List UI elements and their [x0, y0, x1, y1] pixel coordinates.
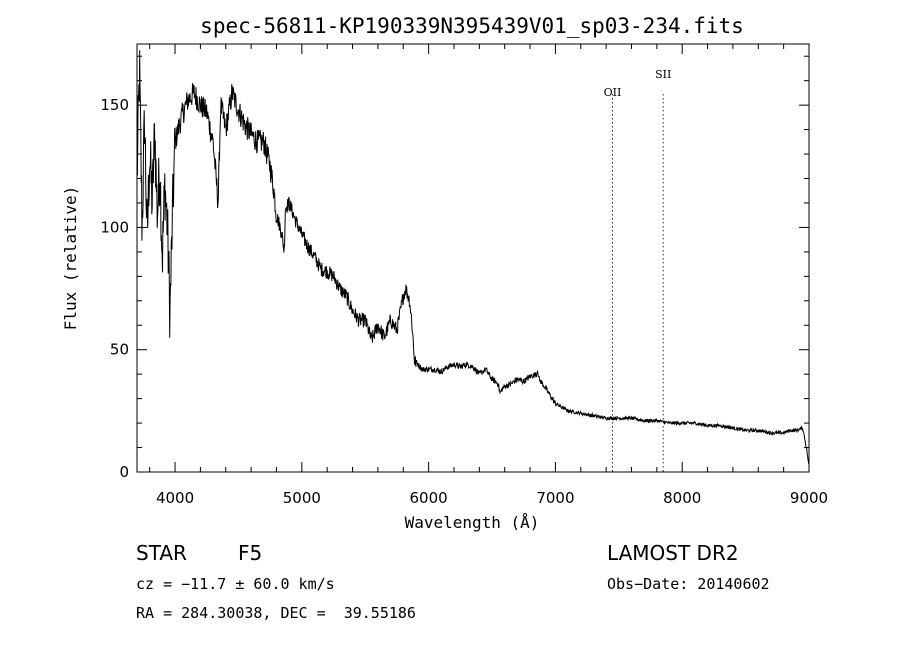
chart-title: spec-56811-KP190339N395439V01_sp03-234.f…	[200, 14, 744, 38]
survey-name: LAMOST DR2	[607, 541, 739, 565]
x-tick-label: 9000	[790, 489, 828, 507]
x-tick-label: 6000	[410, 489, 448, 507]
subclass: F5	[238, 541, 263, 565]
emission-label-oii: OII	[604, 86, 622, 99]
emission-label-sii: SII	[655, 68, 671, 81]
y-tick-label: 0	[119, 463, 129, 481]
x-tick-label: 4000	[156, 489, 194, 507]
plot-frame	[136, 43, 810, 473]
y-tick-label: 100	[100, 218, 129, 236]
x-axis-label: Wavelength (Å)	[405, 513, 540, 532]
y-tick-label: 50	[110, 341, 129, 359]
coordinates: RA = 284.30038, DEC = 39.55186	[136, 604, 416, 622]
y-axis-label: Flux (relative)	[61, 186, 80, 331]
x-tick-label: 8000	[663, 489, 701, 507]
redshift-text: cz = −11.7 ± 60.0 km/s	[136, 575, 335, 593]
object-class: STAR	[136, 541, 187, 565]
obs-date: Obs−Date: 20140602	[607, 575, 770, 593]
y-tick-label: 150	[100, 96, 129, 114]
x-tick-label: 5000	[283, 489, 321, 507]
x-tick-label: 7000	[536, 489, 574, 507]
spectrum-line	[136, 50, 810, 465]
